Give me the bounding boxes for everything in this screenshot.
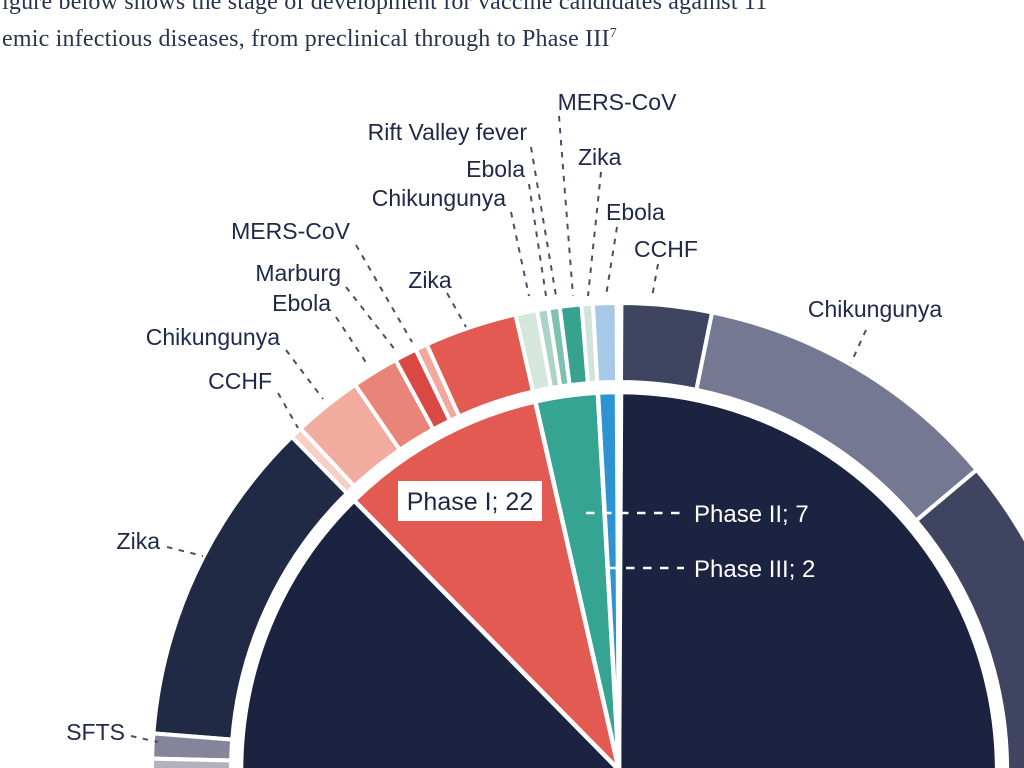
- leader-line: [277, 392, 299, 429]
- disease-label: Ebola: [272, 290, 331, 316]
- leader-line: [558, 115, 574, 297]
- disease-label: Chikungunya: [372, 185, 506, 211]
- disease-label: Chikungunya: [808, 296, 942, 322]
- footnote-marker: 7: [609, 26, 617, 41]
- outer-segment-sfts-preclinical: [150, 731, 235, 763]
- phase-3-label: Phase III; 2: [694, 556, 815, 583]
- phase-2-label: Phase II; 7: [694, 501, 809, 528]
- leader-line: [605, 226, 618, 297]
- leader-line: [510, 211, 530, 297]
- leader-line: [530, 146, 557, 297]
- phase-label-box: [398, 481, 542, 521]
- leader-line: [587, 171, 602, 297]
- leader-line: [166, 546, 204, 557]
- disease-label: Zika: [578, 144, 622, 170]
- disease-label: Chikungunya: [146, 324, 280, 350]
- disease-label: Ebola: [466, 156, 525, 182]
- inner-segment-preclinical: [238, 389, 1000, 768]
- leader-line: [850, 329, 867, 364]
- disease-label: Marburg: [255, 260, 341, 286]
- outer-segment-ebola-phase-3: [590, 300, 620, 385]
- disease-label: SFTS: [66, 719, 125, 745]
- phase-1-label: Phase I; 22: [407, 488, 533, 516]
- leader-line: [335, 316, 370, 368]
- leader-line: [130, 735, 159, 743]
- disease-label: Zika: [117, 528, 161, 554]
- disease-label: Rift Valley fever: [368, 119, 528, 145]
- disease-label: MERS-CoV: [231, 218, 351, 244]
- outer-segment-unlabeled-preclinical: [150, 756, 234, 768]
- figure-caption: igure below shows the stage of developme…: [2, 0, 1012, 55]
- disease-label: Zika: [408, 267, 452, 293]
- leader-line: [528, 183, 547, 297]
- leader-line: [345, 286, 397, 352]
- caption-line-1: igure below shows the stage of developme…: [2, 0, 768, 15]
- leader-line: [651, 263, 659, 298]
- outer-segment-unlabeled-preclinical: [913, 466, 1024, 768]
- leader-line: [355, 244, 413, 343]
- caption-line-2: emic infectious diseases, from preclinic…: [2, 26, 617, 52]
- disease-label: CCHF: [634, 236, 698, 262]
- outer-segment-zika-preclinical: [151, 434, 350, 742]
- disease-label: CCHF: [208, 368, 272, 394]
- disease-label: MERS-CoV: [558, 89, 678, 115]
- disease-label: Ebola: [606, 199, 665, 225]
- leader-line: [446, 292, 467, 328]
- inner-segment-phase-3: [595, 389, 622, 768]
- leader-line: [285, 349, 324, 400]
